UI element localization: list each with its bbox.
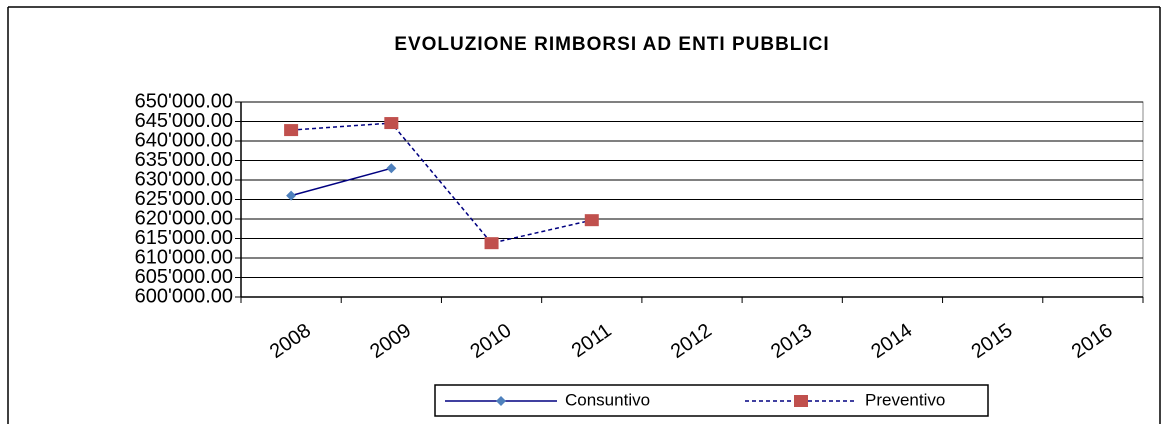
series-line [290, 167, 392, 197]
marker [794, 395, 808, 407]
x-tick-label: 2012 [667, 319, 716, 363]
marker [584, 214, 599, 227]
x-tick-label: 2011 [568, 319, 616, 362]
series-line [291, 122, 592, 245]
marker [496, 396, 506, 406]
y-tick-label: 620'000.00 [135, 207, 233, 229]
y-tick-label: 615'000.00 [135, 227, 233, 249]
x-tick-label: 2016 [1068, 319, 1117, 363]
y-tick-label: 640'000.00 [135, 129, 233, 151]
y-tick-label: 630'000.00 [135, 168, 233, 190]
y-tick-label: 645'000.00 [135, 110, 233, 132]
chart-title: EVOLUZIONE RIMBORSI AD ENTI PUBBLICI [394, 34, 829, 55]
x-tick-label: 2010 [466, 319, 515, 363]
y-tick-label: 600'000.00 [135, 285, 233, 307]
y-tick-label: 610'000.00 [135, 246, 233, 268]
marker [284, 124, 299, 137]
x-tick-label: 2015 [967, 319, 1016, 363]
marker [384, 117, 399, 130]
x-tick-label: 2013 [767, 319, 816, 363]
marker [286, 190, 297, 201]
y-tick-label: 635'000.00 [135, 149, 233, 171]
x-tick-label: 2014 [867, 319, 916, 363]
marker [386, 163, 397, 174]
x-tick-label: 2009 [366, 319, 415, 363]
legend-label: Consuntivo [565, 390, 650, 409]
x-tick-label: 2008 [266, 319, 315, 363]
y-tick-label: 625'000.00 [135, 188, 233, 210]
legend-label: Preventivo [865, 390, 945, 409]
y-tick-label: 605'000.00 [135, 266, 233, 288]
y-tick-label: 650'000.00 [135, 90, 233, 112]
marker [484, 237, 499, 250]
